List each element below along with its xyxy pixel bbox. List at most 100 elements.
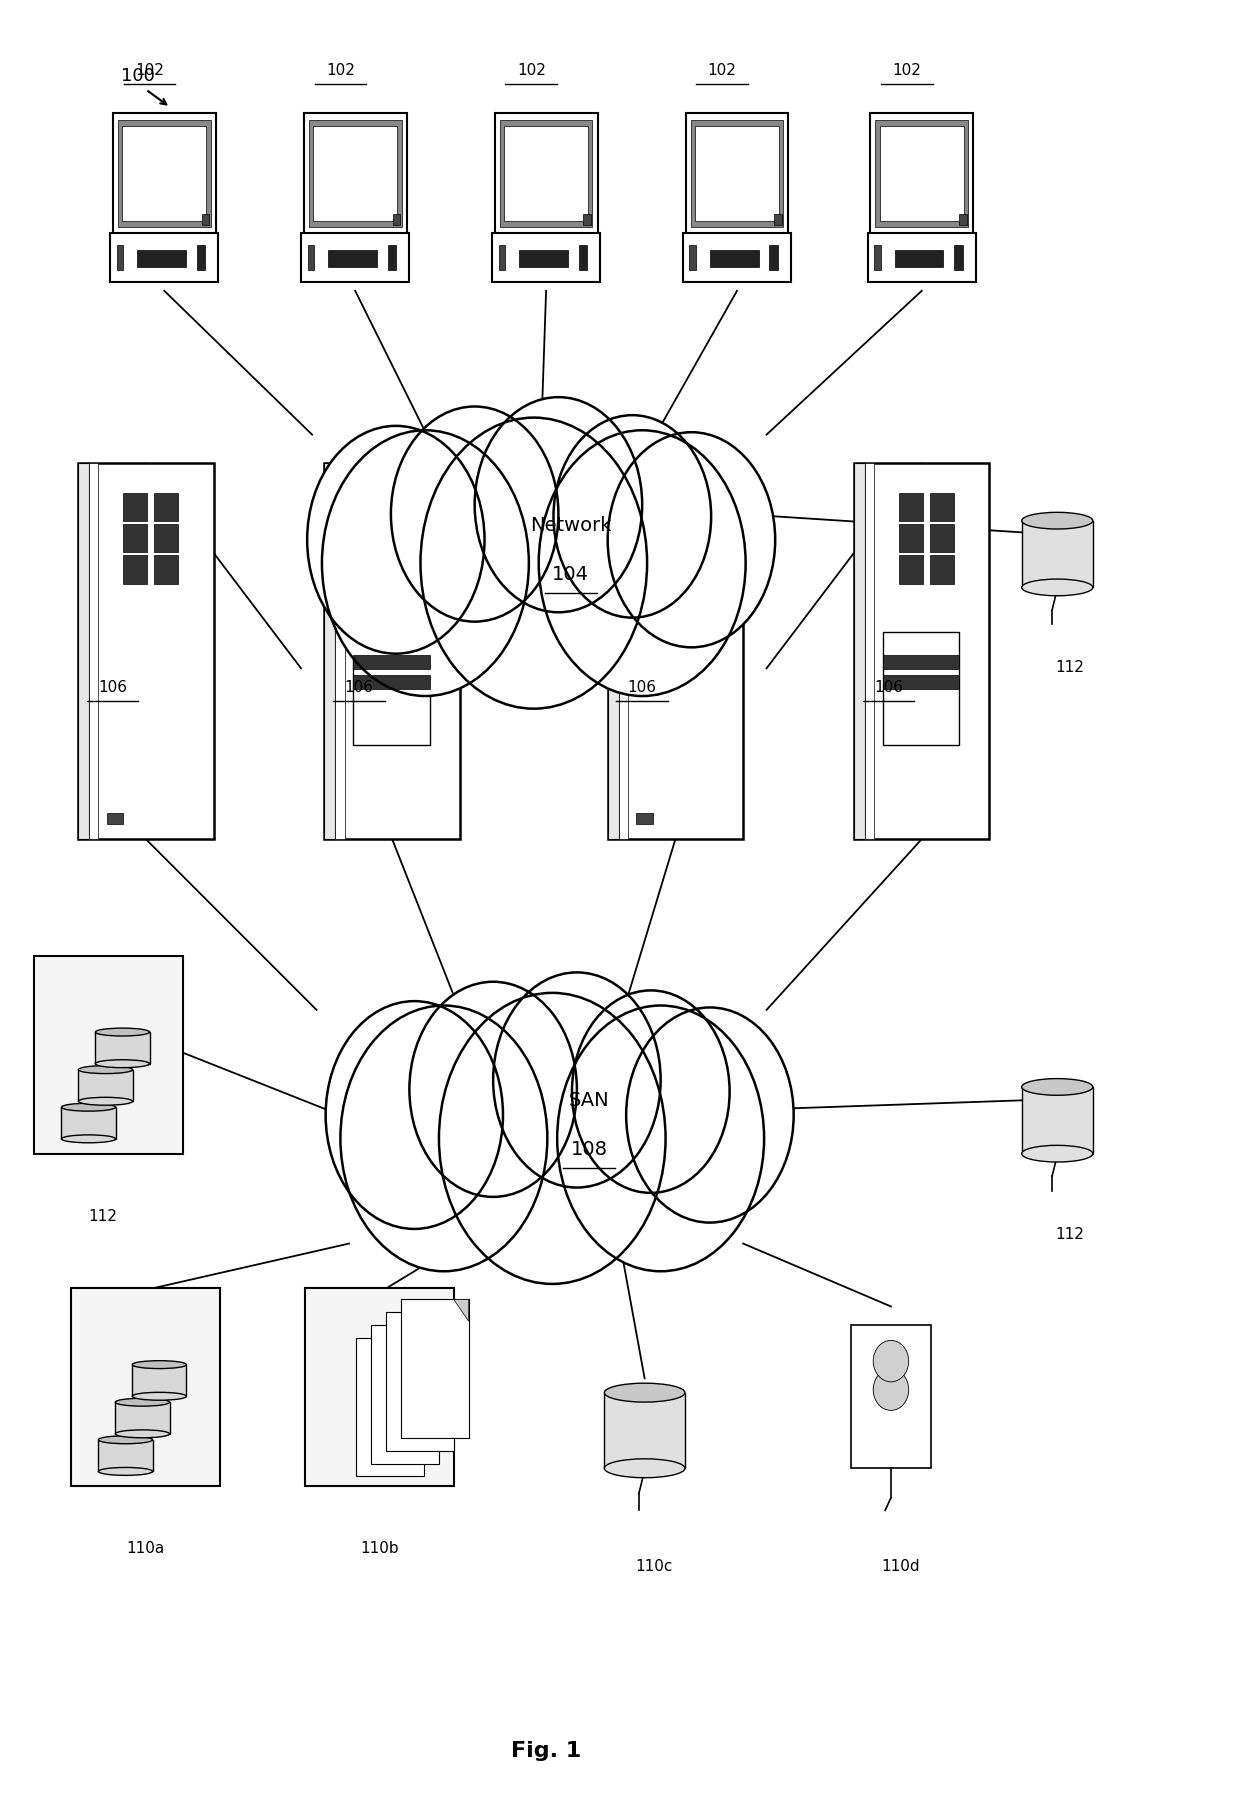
Text: 102: 102 (708, 63, 737, 78)
Text: 102: 102 (326, 63, 355, 78)
Bar (325, 464, 335, 839)
Bar (683, 525, 708, 552)
Bar (370, 556, 393, 585)
Ellipse shape (608, 433, 775, 648)
Bar (498, 245, 505, 271)
Bar (500, 121, 593, 227)
Bar (62, 1108, 115, 1139)
Ellipse shape (95, 1060, 150, 1069)
Ellipse shape (115, 1430, 170, 1439)
Bar (959, 215, 967, 226)
Bar (584, 215, 591, 226)
Bar (115, 1402, 170, 1433)
Bar (1022, 1087, 1092, 1153)
Bar (304, 114, 407, 236)
Ellipse shape (95, 1029, 150, 1036)
Ellipse shape (326, 1002, 503, 1229)
Ellipse shape (115, 1399, 170, 1406)
Bar (711, 251, 759, 267)
Text: 100: 100 (122, 67, 155, 85)
Bar (652, 525, 677, 552)
Polygon shape (454, 1300, 469, 1321)
Ellipse shape (538, 431, 745, 697)
Bar (107, 814, 123, 825)
Bar (503, 126, 588, 222)
Text: 108: 108 (570, 1139, 608, 1159)
Text: 112: 112 (1055, 1226, 1084, 1240)
Bar (308, 245, 314, 271)
Ellipse shape (62, 1103, 115, 1112)
Bar (899, 493, 923, 522)
Ellipse shape (98, 1437, 153, 1444)
Bar (78, 464, 89, 839)
Ellipse shape (391, 408, 558, 623)
Polygon shape (424, 1325, 439, 1347)
Ellipse shape (341, 1005, 547, 1271)
Bar (604, 1393, 684, 1469)
Ellipse shape (475, 397, 642, 614)
Bar (312, 126, 397, 222)
Bar (774, 215, 782, 226)
Bar (154, 525, 177, 552)
Bar (110, 235, 218, 283)
Bar (683, 493, 708, 522)
Ellipse shape (62, 1135, 115, 1143)
Ellipse shape (1022, 1146, 1092, 1162)
Bar (883, 634, 960, 745)
Bar (335, 464, 345, 839)
Ellipse shape (626, 1007, 794, 1224)
Bar (652, 493, 677, 522)
Text: 104: 104 (552, 565, 589, 583)
Ellipse shape (78, 1067, 133, 1074)
Bar (117, 245, 123, 271)
Bar (619, 464, 627, 839)
Bar (353, 675, 430, 690)
Ellipse shape (873, 1341, 909, 1383)
Bar (955, 245, 962, 271)
Ellipse shape (322, 431, 528, 697)
Ellipse shape (1022, 1079, 1092, 1096)
Text: Fig. 1: Fig. 1 (511, 1740, 582, 1760)
Bar (854, 464, 990, 839)
Text: 110d: 110d (882, 1558, 920, 1574)
Bar (694, 126, 779, 222)
Bar (197, 245, 206, 271)
Bar (899, 556, 923, 585)
Bar (851, 1325, 931, 1469)
Bar (691, 121, 784, 227)
Bar (652, 556, 677, 585)
Text: SAN: SAN (569, 1090, 610, 1110)
Text: 110a: 110a (126, 1540, 165, 1556)
Bar (636, 814, 652, 825)
Bar (370, 525, 393, 552)
Bar (895, 251, 944, 267)
Bar (78, 464, 213, 839)
Bar (353, 634, 430, 745)
Ellipse shape (98, 1467, 153, 1475)
Bar (138, 251, 186, 267)
Bar (689, 245, 696, 271)
Bar (388, 245, 397, 271)
Bar (113, 114, 216, 236)
Bar (154, 493, 177, 522)
Polygon shape (409, 1338, 424, 1359)
Bar (123, 525, 148, 552)
Bar (770, 245, 777, 271)
Bar (608, 464, 619, 839)
Bar (686, 114, 789, 236)
Text: 110b: 110b (361, 1540, 399, 1556)
Text: 102: 102 (517, 63, 546, 78)
Bar (118, 121, 211, 227)
Bar (495, 114, 598, 236)
Bar (78, 1070, 133, 1101)
Text: 112: 112 (1055, 661, 1084, 675)
Bar (123, 556, 148, 585)
Bar (854, 464, 864, 839)
Bar (930, 493, 954, 522)
Bar (883, 675, 960, 690)
Ellipse shape (133, 1392, 186, 1401)
Bar (202, 215, 210, 226)
Bar (123, 493, 148, 522)
Bar (325, 464, 460, 839)
Ellipse shape (604, 1458, 684, 1478)
